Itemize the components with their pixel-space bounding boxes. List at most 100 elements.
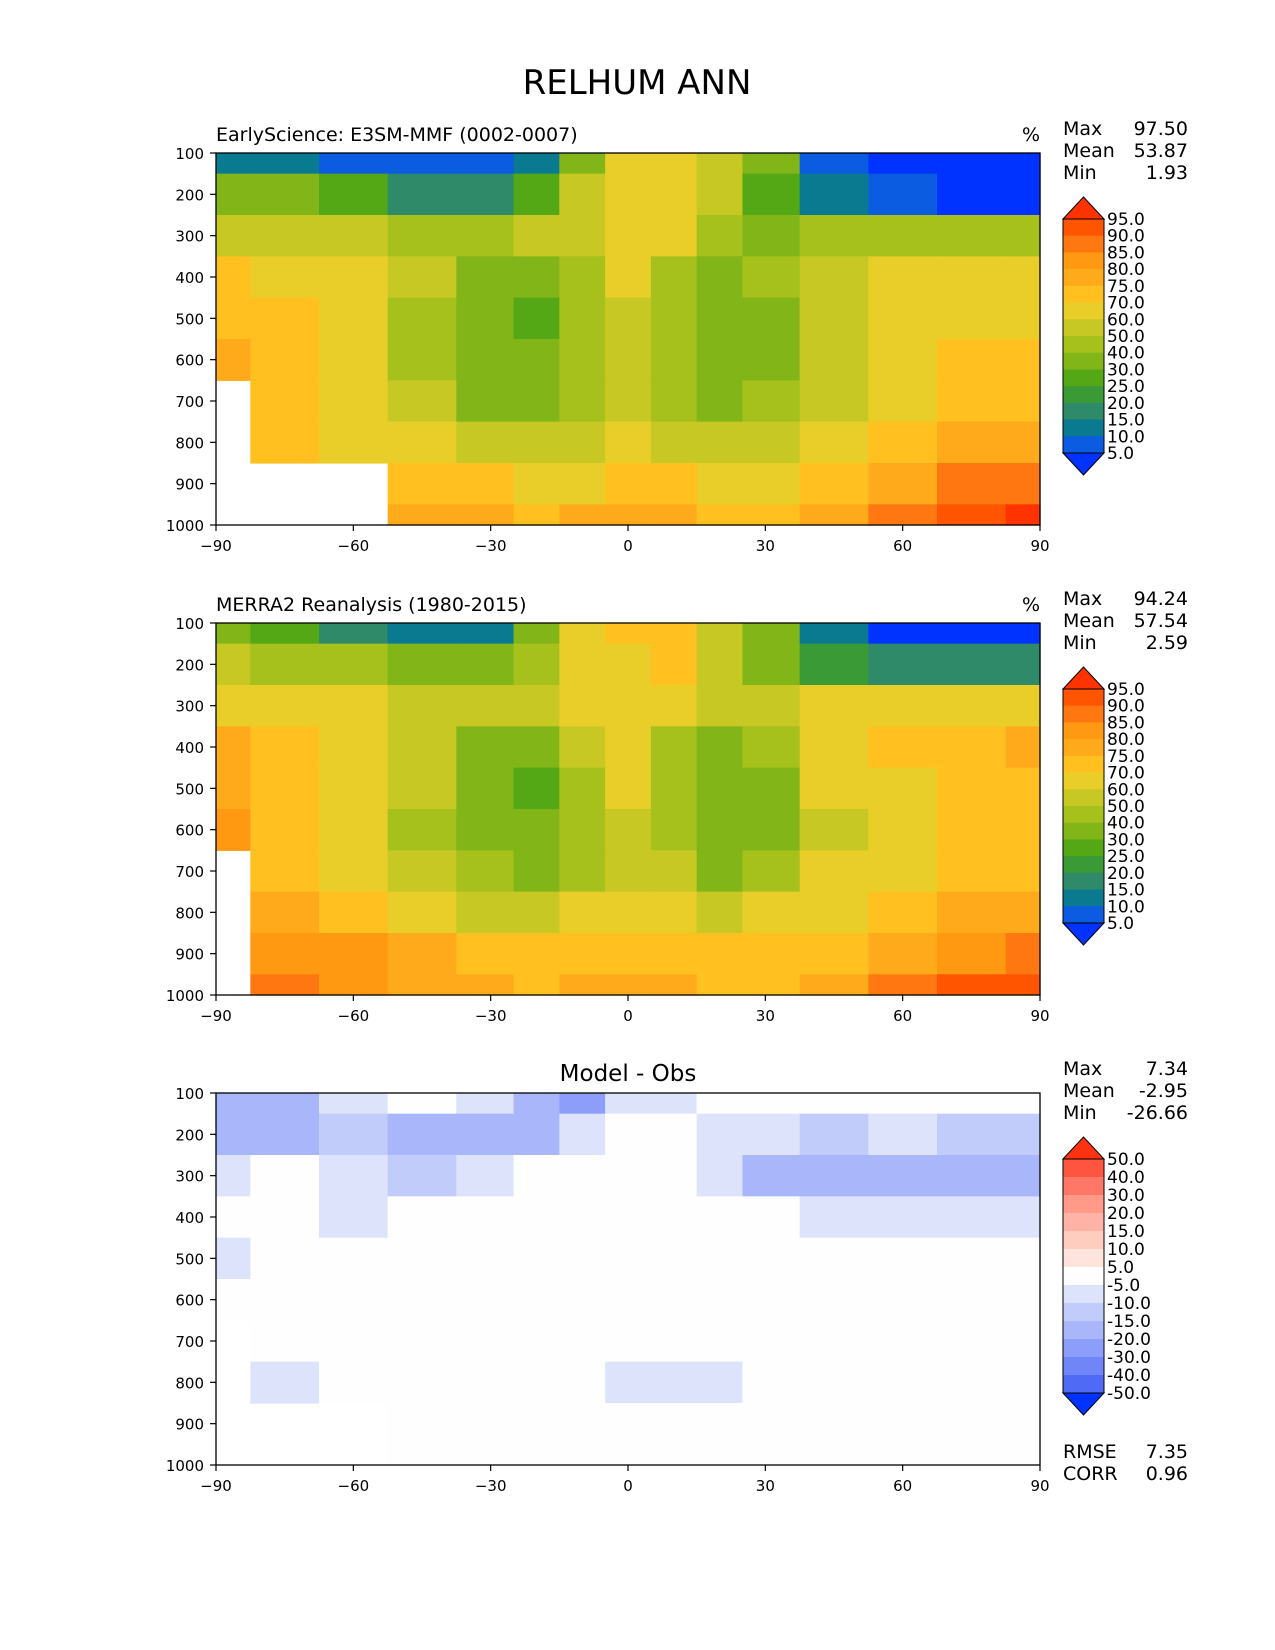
heatmap-cell	[513, 1196, 560, 1239]
heatmap-cell	[868, 1237, 938, 1280]
stat-label: Mean	[1063, 1080, 1115, 1102]
colorbar-swatch	[1063, 705, 1104, 723]
heatmap-cell	[250, 1113, 320, 1156]
heatmap-cell	[559, 1320, 606, 1363]
heatmap-cell	[650, 339, 698, 381]
heatmap-cell	[559, 339, 606, 381]
colorbar-swatch	[1063, 1177, 1104, 1196]
stat-value: 94.24	[1134, 588, 1188, 610]
heatmap-cell	[319, 1279, 389, 1321]
heatmap-cell	[605, 463, 652, 505]
heatmap-cell	[799, 297, 869, 340]
heatmap-cell	[387, 1155, 457, 1197]
heatmap-cell	[250, 643, 320, 686]
y-tick-label: 900	[175, 1416, 204, 1434]
heatmap-cell	[742, 1155, 801, 1197]
y-tick-label: 100	[175, 615, 204, 633]
heatmap-cell	[868, 1155, 938, 1197]
colorbar-label: 50.0	[1107, 797, 1145, 817]
colorbar-label: 25.0	[1107, 377, 1145, 397]
y-tick-label: 500	[175, 310, 204, 328]
heatmap-cell	[319, 623, 389, 645]
heatmap-cell	[319, 380, 389, 423]
heatmap-cell	[1005, 1196, 1041, 1239]
heatmap-cell	[1005, 1444, 1041, 1466]
heatmap-cell	[456, 1196, 515, 1239]
colorbar-label: 10.0	[1107, 427, 1145, 447]
colorbar-label: 15.0	[1107, 411, 1145, 431]
stat-value: 97.50	[1134, 118, 1188, 140]
heatmap-cell	[387, 297, 457, 340]
stat-label: Min	[1063, 632, 1097, 654]
heatmap-cell	[937, 809, 1007, 851]
heatmap-cell	[868, 153, 938, 175]
heatmap-cell	[559, 256, 606, 299]
heatmap-cell	[868, 726, 938, 769]
heatmap-cell	[387, 380, 457, 423]
heatmap-cell	[742, 421, 801, 464]
heatmap-cell	[216, 643, 251, 686]
colorbar-label: 20.0	[1107, 394, 1145, 414]
heatmap-cell	[250, 891, 320, 934]
heatmap-cell	[513, 421, 560, 464]
heatmap-cell	[513, 1113, 560, 1156]
stat-value: -2.95	[1139, 1080, 1188, 1102]
heatmap-cell	[696, 974, 744, 996]
stat-value: 7.34	[1146, 1058, 1188, 1080]
heatmap-cell	[1005, 891, 1041, 934]
heatmap-cell	[650, 1196, 698, 1239]
heatmap-cell	[799, 1093, 869, 1115]
colorbar-swatch	[1063, 1213, 1104, 1232]
heatmap-cell	[559, 173, 606, 216]
heatmap-cell	[1005, 215, 1041, 257]
heatmap-cell	[605, 623, 652, 645]
heatmap-cell	[868, 1196, 938, 1239]
colorbar-label: 50.0	[1107, 1150, 1145, 1170]
heatmap-cell	[559, 1403, 606, 1445]
heatmap-cell	[250, 339, 320, 381]
heatmap-cell	[650, 1093, 698, 1115]
heatmap-cell	[868, 809, 938, 851]
heatmap-cell	[513, 1320, 560, 1363]
heatmap-cell	[650, 726, 698, 769]
heatmap-cell	[319, 933, 389, 975]
heatmap-cell	[513, 685, 560, 727]
heatmap-cell	[387, 1320, 457, 1363]
heatmap-cell	[650, 643, 698, 686]
heatmap-cell	[250, 380, 320, 423]
heatmap-cell	[868, 643, 938, 686]
heatmap-cell	[605, 1237, 652, 1280]
heatmap-cell	[1005, 726, 1041, 769]
x-tick-label: −60	[338, 1007, 370, 1025]
colorbar-label: 90.0	[1107, 227, 1145, 247]
heatmap-cell	[1005, 153, 1041, 175]
y-tick-label: 200	[175, 186, 204, 204]
heatmap-cell	[387, 421, 457, 464]
colorbar-label: 20.0	[1107, 864, 1145, 884]
heatmap-cell	[868, 339, 938, 381]
colorbar-swatch	[1063, 806, 1104, 824]
heatmap-cell	[650, 1444, 698, 1466]
heatmap-cell	[799, 1320, 869, 1363]
heatmap-cell	[605, 421, 652, 464]
colorbar-label: 20.0	[1107, 1204, 1145, 1224]
heatmap-cell	[456, 1093, 515, 1115]
heatmap-cell	[605, 809, 652, 851]
heatmap-cell	[605, 380, 652, 423]
heatmap-cell	[605, 891, 652, 934]
colorbar-swatch	[1063, 352, 1104, 370]
colorbar-swatch	[1063, 252, 1104, 270]
heatmap-cell	[319, 297, 389, 340]
heatmap-cell	[513, 1444, 560, 1466]
heatmap-cell	[696, 463, 744, 505]
heatmap-cell	[650, 767, 698, 810]
colorbar-swatch	[1063, 285, 1104, 304]
heatmap-cell	[1005, 1361, 1041, 1404]
heatmap-cell	[742, 339, 801, 381]
heatmap-cell	[799, 1361, 869, 1404]
y-tick-label: 900	[175, 946, 204, 964]
heatmap-cell	[937, 850, 1007, 893]
